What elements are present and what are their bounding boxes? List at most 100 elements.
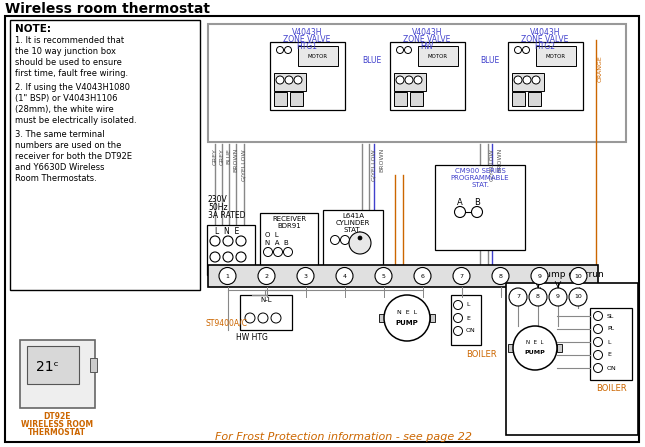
Text: the 10 way junction box: the 10 way junction box [15, 47, 116, 56]
Circle shape [375, 267, 392, 284]
Text: ZONE VALVE: ZONE VALVE [403, 35, 451, 44]
Bar [10, 20, 200, 290]
Bar [590, 308, 632, 380]
Bar [435, 165, 525, 250]
Text: 2. If using the V4043H1080: 2. If using the V4043H1080 [15, 83, 130, 92]
Circle shape [509, 288, 527, 306]
Text: DT92E: DT92E [43, 412, 71, 421]
Text: G/YELLOW: G/YELLOW [241, 148, 246, 181]
Bar [298, 46, 338, 66]
Circle shape [471, 207, 482, 218]
Text: and Y6630D Wireless: and Y6630D Wireless [15, 163, 104, 172]
Text: must be electrically isolated.: must be electrically isolated. [15, 116, 137, 125]
Bar [506, 283, 638, 435]
Text: BROWN: BROWN [233, 148, 239, 173]
Text: BLUE: BLUE [480, 56, 499, 65]
Text: BDR91: BDR91 [277, 223, 301, 229]
Bar [536, 46, 576, 66]
Bar [20, 340, 95, 408]
Text: E: E [607, 353, 611, 358]
Bar [390, 42, 465, 110]
Text: BROWN: BROWN [379, 148, 384, 173]
Circle shape [276, 76, 284, 84]
Text: first time, fault free wiring.: first time, fault free wiring. [15, 69, 128, 78]
Text: 3A RATED: 3A RATED [208, 211, 246, 220]
Circle shape [219, 267, 236, 284]
Circle shape [349, 232, 371, 254]
Text: 8: 8 [536, 295, 540, 299]
Circle shape [264, 248, 272, 257]
Text: 2: 2 [264, 274, 268, 278]
Circle shape [593, 325, 602, 333]
Text: NOTE:: NOTE: [15, 24, 51, 34]
Text: Pump overrun: Pump overrun [540, 270, 604, 279]
Text: L: L [466, 303, 470, 308]
Text: Room Thermostats.: Room Thermostats. [15, 174, 97, 183]
Text: BLUE: BLUE [226, 148, 232, 164]
Text: HW HTG: HW HTG [236, 333, 268, 342]
Text: ST9400A/C: ST9400A/C [205, 318, 247, 327]
Text: ORANGE: ORANGE [597, 55, 602, 82]
Text: N  A  B: N A B [265, 240, 289, 246]
Text: L: L [607, 340, 611, 345]
Text: 6: 6 [421, 274, 424, 278]
Bar [260, 213, 318, 268]
Text: CM900 SERIES: CM900 SERIES [455, 168, 506, 174]
Text: 9: 9 [556, 295, 560, 299]
Text: 5: 5 [382, 274, 386, 278]
Text: ZONE VALVE: ZONE VALVE [521, 35, 569, 44]
Bar [379, 314, 384, 322]
Text: STAT.: STAT. [344, 227, 362, 233]
Text: should be used to ensure: should be used to ensure [15, 58, 122, 67]
Circle shape [531, 267, 548, 284]
Circle shape [273, 248, 283, 257]
Text: N  E  L: N E L [526, 340, 544, 345]
Text: 10: 10 [574, 295, 582, 299]
Text: G/YELLOW: G/YELLOW [490, 148, 495, 181]
Text: (1" BSP) or V4043H1106: (1" BSP) or V4043H1106 [15, 94, 117, 103]
Circle shape [414, 76, 422, 84]
Text: V4043H: V4043H [412, 28, 442, 37]
Text: THERMOSTAT: THERMOSTAT [28, 428, 86, 437]
Circle shape [258, 313, 268, 323]
Text: 9: 9 [537, 274, 542, 278]
Text: receiver for both the DT92E: receiver for both the DT92E [15, 152, 132, 161]
Text: A: A [457, 198, 462, 207]
Text: BOILER: BOILER [596, 384, 626, 393]
Bar [410, 92, 423, 106]
Text: 21ᶜ: 21ᶜ [36, 360, 59, 374]
Bar [240, 295, 292, 330]
Bar [27, 346, 79, 384]
Circle shape [223, 252, 233, 262]
Circle shape [532, 76, 540, 84]
Bar [451, 295, 481, 345]
Text: 7: 7 [459, 274, 464, 278]
Circle shape [522, 46, 530, 54]
Circle shape [569, 288, 587, 306]
Text: G/YELLOW: G/YELLOW [372, 148, 377, 181]
Text: RECEIVER: RECEIVER [272, 216, 306, 222]
Circle shape [549, 288, 567, 306]
Bar [90, 358, 97, 372]
Circle shape [336, 267, 353, 284]
Text: HTG1: HTG1 [297, 42, 317, 51]
Text: 4: 4 [342, 274, 346, 278]
Bar [208, 24, 626, 142]
Bar [508, 344, 513, 352]
Text: Wireless room thermostat: Wireless room thermostat [5, 2, 210, 16]
Bar [508, 42, 583, 110]
Bar [512, 73, 544, 91]
Text: HTG2: HTG2 [535, 42, 555, 51]
Circle shape [453, 300, 462, 309]
Text: ZONE VALVE: ZONE VALVE [283, 35, 331, 44]
Circle shape [236, 236, 246, 246]
Circle shape [492, 267, 509, 284]
Text: ON: ON [466, 329, 476, 333]
Text: L  N  E: L N E [215, 227, 239, 236]
Circle shape [284, 46, 292, 54]
Text: L641A: L641A [342, 213, 364, 219]
Text: 7: 7 [516, 295, 520, 299]
Circle shape [570, 267, 587, 284]
Text: MOTOR: MOTOR [546, 54, 566, 59]
Text: 1. It is recommended that: 1. It is recommended that [15, 36, 124, 45]
